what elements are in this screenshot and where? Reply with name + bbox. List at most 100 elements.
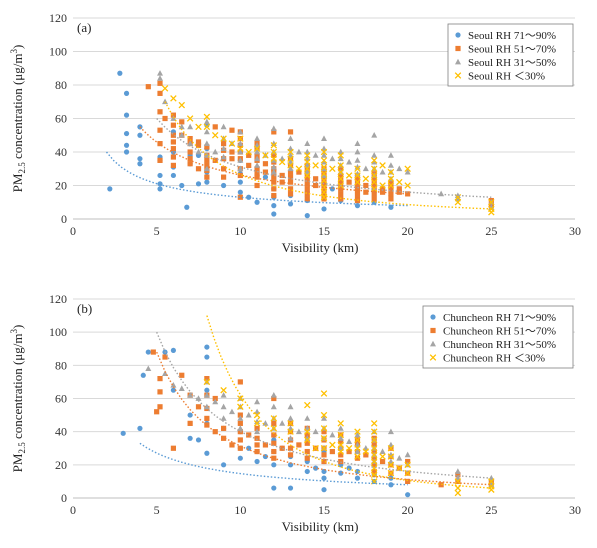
- y-axis-label-sub: 2.5: [17, 442, 27, 454]
- y-tick-label: 0: [61, 212, 67, 226]
- data-point: [237, 420, 243, 426]
- data-point: [279, 179, 285, 185]
- data-point: [321, 135, 327, 141]
- data-point: [262, 442, 269, 448]
- data-point: [346, 465, 352, 471]
- data-point: [220, 123, 227, 130]
- data-point: [338, 166, 344, 172]
- data-point: [279, 420, 286, 426]
- data-point: [488, 478, 495, 485]
- data-point: [270, 163, 277, 170]
- x-axis-label: Visibility (km): [282, 240, 359, 255]
- y-tick-label: 120: [49, 11, 67, 25]
- data-point: [186, 115, 194, 122]
- data-point: [321, 458, 327, 465]
- data-point: [271, 485, 277, 491]
- data-point: [279, 445, 285, 451]
- legend-marker: [430, 327, 436, 334]
- data-point: [221, 425, 227, 431]
- data-point: [117, 70, 123, 76]
- data-point: [254, 148, 261, 155]
- data-point: [396, 186, 402, 192]
- data-point: [379, 162, 386, 169]
- data-point: [195, 404, 202, 410]
- data-point: [254, 428, 261, 435]
- data-point: [338, 439, 344, 445]
- x-tick-label: 0: [70, 224, 76, 238]
- data-point: [304, 448, 310, 455]
- data-point: [371, 152, 378, 158]
- data-point: [137, 161, 143, 167]
- data-point: [270, 125, 277, 131]
- data-point: [178, 123, 185, 130]
- data-point: [262, 169, 269, 175]
- data-point: [296, 169, 302, 175]
- data-point: [387, 469, 395, 477]
- data-point: [157, 127, 163, 133]
- data-point: [354, 140, 361, 147]
- data-point: [321, 475, 327, 481]
- data-point: [405, 191, 411, 197]
- x-tick-label: 20: [402, 224, 414, 238]
- data-point: [370, 178, 378, 186]
- legend-marker: [430, 314, 436, 320]
- x-tick-label: 10: [234, 503, 246, 517]
- data-point: [329, 441, 336, 449]
- data-point: [245, 411, 252, 418]
- x-tick-label: 30: [569, 224, 581, 238]
- data-point: [404, 451, 411, 458]
- data-point: [254, 435, 260, 441]
- data-point: [221, 174, 227, 180]
- data-point: [187, 412, 193, 418]
- legend-entry: Seoul RH 71～90%: [468, 30, 556, 42]
- data-point: [304, 165, 311, 173]
- data-point: [337, 448, 344, 455]
- data-point: [338, 181, 344, 187]
- data-point: [488, 486, 495, 493]
- chart-panel-1: 0 20 40 60 80 100 120 0 5 10 15 20 25 30 (a) Visibility…: [9, 11, 581, 255]
- data-point: [195, 395, 202, 401]
- data-point: [120, 430, 126, 436]
- data-point: [228, 140, 236, 147]
- data-point: [387, 428, 394, 435]
- data-point: [304, 140, 311, 147]
- data-point: [329, 165, 336, 173]
- data-point: [123, 149, 130, 155]
- data-point: [245, 148, 252, 156]
- data-point: [157, 70, 164, 76]
- data-point: [271, 129, 277, 135]
- legend-entry: Chuncheon RH 71～90%: [443, 312, 556, 324]
- data-point: [354, 453, 361, 460]
- data-point: [354, 475, 361, 481]
- data-point: [237, 135, 244, 142]
- data-point: [363, 182, 369, 189]
- data-point: [170, 95, 177, 102]
- data-point: [338, 177, 344, 184]
- data-point: [287, 415, 294, 421]
- x-axis-label: Visibility (km): [282, 519, 359, 534]
- data-point: [354, 182, 361, 189]
- data-point: [454, 478, 462, 485]
- legend-marker: [454, 72, 462, 79]
- data-point: [337, 435, 344, 441]
- data-point: [354, 455, 361, 461]
- data-point: [203, 123, 211, 131]
- data-point: [338, 191, 344, 197]
- legend-entry: Seoul RH ＜30%: [468, 71, 545, 83]
- data-point: [140, 372, 146, 378]
- data-point: [287, 135, 294, 141]
- data-point: [254, 171, 260, 177]
- trendline-series-3: [156, 331, 492, 479]
- data-point: [320, 163, 328, 171]
- data-point: [354, 178, 361, 186]
- x-tick-label: 25: [485, 224, 497, 238]
- x-tick-label: 15: [318, 503, 330, 517]
- data-point: [203, 391, 210, 398]
- data-point: [304, 158, 311, 166]
- data-point: [157, 172, 163, 179]
- data-point: [345, 172, 353, 179]
- data-point: [287, 191, 294, 197]
- data-point: [321, 452, 327, 458]
- data-point: [237, 165, 244, 172]
- data-point: [237, 455, 243, 461]
